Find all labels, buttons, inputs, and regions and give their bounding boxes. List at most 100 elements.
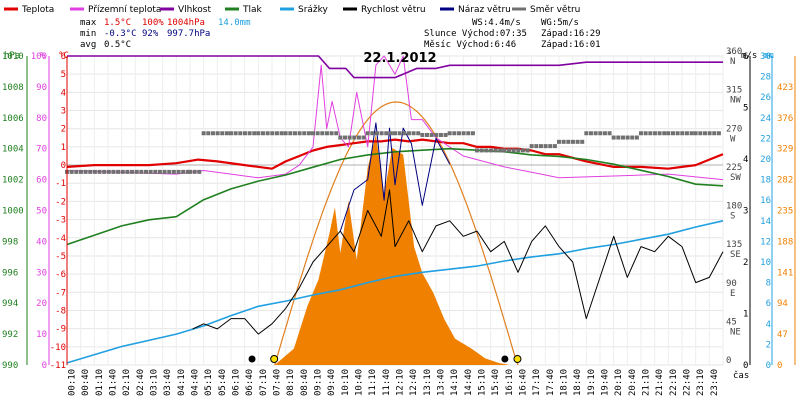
wind-direction-point xyxy=(252,131,257,136)
humidity-tick-label: 70 xyxy=(36,145,47,155)
legend-label: Rychlost větru xyxy=(361,5,426,15)
wind-direction-point xyxy=(74,169,79,174)
wind-direction-point xyxy=(88,169,93,174)
wind-direction-point xyxy=(598,131,603,136)
wind-direction-point xyxy=(210,131,215,136)
wind-direction-point xyxy=(215,131,220,136)
wind-direction-point xyxy=(525,148,530,153)
time-tick-label: 00:40 xyxy=(81,369,91,396)
wind-direction-point xyxy=(434,132,439,137)
wind-direction-point xyxy=(192,169,197,174)
wind-direction-point xyxy=(452,131,457,136)
direction-tick-label: 90 xyxy=(726,279,737,289)
wind-direction-point xyxy=(134,169,139,174)
wind-direction-point xyxy=(580,139,585,144)
stats-avg-temp: 0.5°C xyxy=(104,40,131,50)
wind-tick-label: 3 xyxy=(743,207,748,217)
wind-tick-label: 0 xyxy=(743,361,748,371)
wind-direction-point xyxy=(374,131,379,136)
axis-label-degc: °C xyxy=(58,51,69,61)
wind-direction-point xyxy=(148,169,153,174)
direction-tick-label: 270 xyxy=(726,124,742,134)
wind-direction-point xyxy=(488,148,493,153)
time-tick-label: 01:10 xyxy=(95,369,105,396)
wind-direction-point xyxy=(420,132,425,137)
wind-direction-point xyxy=(181,169,186,174)
series-layer xyxy=(65,55,724,364)
wind-direction-point xyxy=(566,139,571,144)
wind-tick-label: 4 xyxy=(743,155,748,165)
time-tick-label: 11:10 xyxy=(368,369,378,396)
wind-direction-point xyxy=(270,131,275,136)
axes: 9909929949969981000100210041006100810100… xyxy=(2,47,796,396)
temperature-tick-label: -11 xyxy=(50,361,66,371)
wind-direction-point xyxy=(680,131,685,136)
legend-label: Tlak xyxy=(242,5,263,15)
wind-direction-point xyxy=(666,131,671,136)
time-tick-label: 00:10 xyxy=(68,369,78,396)
wind-direction-point xyxy=(229,131,233,136)
wind-direction-point xyxy=(484,148,489,153)
time-tick-label: 19:10 xyxy=(587,369,597,396)
humidity-tick-label: 90 xyxy=(36,83,47,93)
wind-direction-point xyxy=(662,131,667,136)
precip-tick-label: 24 xyxy=(760,114,771,124)
wind-direction-point xyxy=(111,169,116,174)
temperature-tick-label: 6 xyxy=(61,52,66,62)
stats-avg-label: avg xyxy=(80,40,96,50)
temperature-tick-label: -5 xyxy=(55,252,66,262)
wind-direction-point xyxy=(315,131,320,136)
wind-direction-point xyxy=(630,135,635,140)
series-line-n-raz-v-tru xyxy=(339,122,451,232)
wind-direction-point xyxy=(379,131,384,136)
time-tick-label: 05:40 xyxy=(218,369,228,396)
wind-direction-point xyxy=(292,131,297,136)
wind-direction-point xyxy=(625,135,630,140)
temperature-tick-label: -6 xyxy=(55,270,66,280)
humidity-tick-label: 80 xyxy=(36,114,47,124)
time-tick-label: 01:40 xyxy=(109,369,119,396)
solar-tick-label: 235 xyxy=(777,207,793,217)
legend-label: Náraz větru xyxy=(458,5,511,15)
wind-direction-point xyxy=(552,144,557,149)
time-tick-label: 19:40 xyxy=(601,369,611,396)
series-line-rychlost-v-tru xyxy=(192,189,724,335)
wind-direction-point xyxy=(171,169,176,174)
time-tick-label: 05:10 xyxy=(204,369,214,396)
wind-direction-point xyxy=(516,148,521,153)
wind-direction-point xyxy=(616,135,621,140)
time-tick-label: 03:10 xyxy=(150,369,160,396)
pressure-tick-label: 1000 xyxy=(2,207,24,217)
axis-label-time: čas xyxy=(733,370,749,381)
wind-direction-point xyxy=(185,169,190,174)
wind-direction-point xyxy=(397,131,402,136)
moon-rise-marker xyxy=(248,355,256,363)
time-tick-label: 14:40 xyxy=(464,369,474,396)
wind-direction-point xyxy=(693,131,698,136)
solar-tick-label: 141 xyxy=(777,268,793,278)
solar-theoretical-curve xyxy=(274,101,519,366)
wind-direction-point xyxy=(167,169,172,174)
direction-name-label: S xyxy=(730,212,735,222)
direction-tick-label: 45 xyxy=(726,317,737,327)
wind-direction-point xyxy=(329,131,334,136)
time-tick-label: 22:10 xyxy=(669,369,679,396)
direction-tick-label: 360 xyxy=(726,47,742,57)
wind-direction-point xyxy=(78,169,83,174)
time-tick-label: 13:10 xyxy=(423,369,433,396)
pressure-tick-label: 1010 xyxy=(2,52,24,62)
time-tick-label: 09:10 xyxy=(314,369,324,396)
pressure-tick-label: 994 xyxy=(2,299,18,309)
wind-direction-point xyxy=(429,132,434,137)
time-tick-label: 23:10 xyxy=(696,369,706,396)
wind-tick-label: 6 xyxy=(743,52,748,62)
temperature-tick-label: -3 xyxy=(55,216,66,226)
wind-direction-point xyxy=(588,131,593,136)
wind-direction-point xyxy=(283,131,288,136)
solar-tick-label: 47 xyxy=(777,330,788,340)
solar-radiation-area xyxy=(274,134,510,365)
time-tick-label: 16:10 xyxy=(505,369,515,396)
humidity-tick-label: 20 xyxy=(36,299,47,309)
